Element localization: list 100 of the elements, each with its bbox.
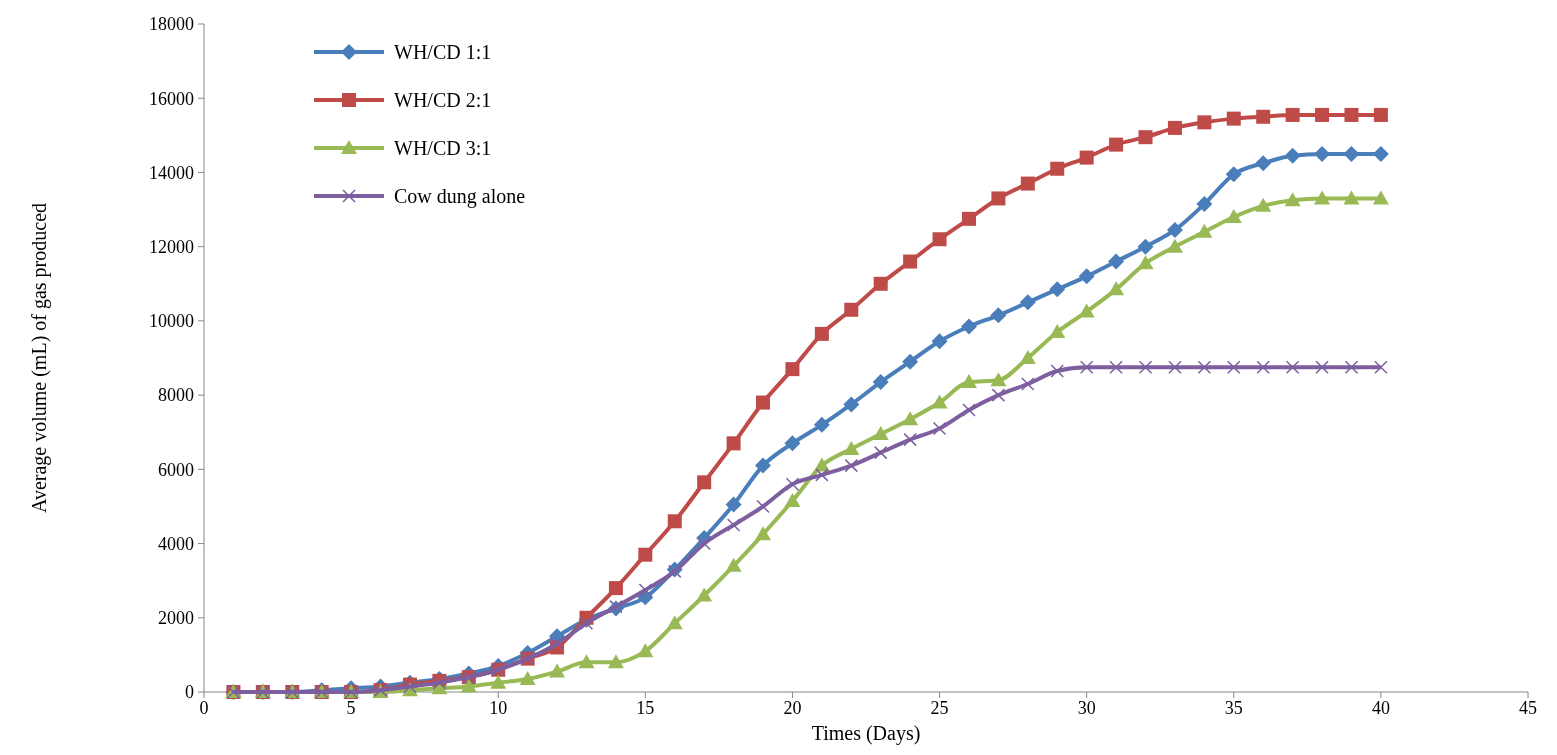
point — [873, 445, 888, 460]
point — [991, 191, 1006, 206]
point — [1138, 130, 1153, 145]
point — [1049, 324, 1066, 339]
y-axis-title: Average volume (mL) of gas produced — [28, 202, 51, 514]
point — [1372, 190, 1389, 205]
x-tick-label: 10 — [489, 698, 508, 718]
y-tick-label: 18000 — [149, 14, 194, 35]
point — [843, 440, 860, 455]
y-tick-label: 16000 — [149, 88, 194, 109]
point — [549, 663, 566, 678]
point — [990, 372, 1007, 387]
point — [1137, 255, 1154, 270]
x-tick-label: 40 — [1371, 698, 1390, 718]
point — [872, 374, 889, 391]
point — [638, 547, 653, 562]
point — [666, 615, 683, 630]
point — [1343, 145, 1360, 162]
point — [932, 232, 947, 247]
x-tick-label: 45 — [1519, 698, 1537, 718]
point — [1137, 238, 1154, 255]
x-tick-label: 35 — [1224, 698, 1243, 718]
point — [991, 388, 1006, 402]
x-axis-title: Times (Days) — [811, 722, 921, 745]
point — [932, 421, 947, 436]
legend-label: WH/CD 1:1 — [394, 41, 492, 63]
point — [1019, 294, 1036, 311]
point — [1108, 281, 1125, 296]
point — [960, 318, 977, 335]
legend-label: WH/CD 2:1 — [394, 89, 492, 111]
point — [726, 436, 741, 451]
point — [1078, 303, 1095, 318]
point — [872, 426, 889, 441]
point — [1256, 109, 1271, 124]
point — [1166, 221, 1183, 238]
point — [902, 353, 919, 370]
point — [902, 411, 919, 426]
point — [1021, 377, 1035, 391]
point — [1285, 360, 1300, 375]
point — [1373, 107, 1388, 122]
point — [755, 457, 772, 474]
point — [756, 499, 770, 514]
x-tick-label: 15 — [636, 698, 655, 718]
point — [1344, 360, 1359, 375]
point — [726, 518, 741, 532]
point — [784, 492, 801, 507]
point — [1344, 107, 1359, 122]
legend-label: WH/CD 3:1 — [394, 137, 492, 159]
point — [1374, 360, 1388, 375]
point — [637, 643, 654, 658]
point — [667, 514, 682, 529]
point — [1225, 208, 1242, 223]
point — [638, 583, 653, 597]
x-tick-label: 20 — [783, 698, 802, 718]
point — [607, 654, 624, 669]
y-tick-label: 14000 — [149, 162, 194, 183]
point — [990, 307, 1007, 324]
point — [1078, 268, 1095, 285]
point — [696, 587, 713, 602]
point — [1315, 107, 1330, 122]
point — [931, 333, 948, 350]
point — [725, 496, 742, 513]
y-tick-label: 8000 — [158, 385, 194, 406]
point — [1196, 195, 1213, 212]
point — [1315, 360, 1329, 375]
point — [1109, 360, 1123, 375]
point — [1343, 190, 1360, 205]
point — [1168, 360, 1182, 375]
point — [844, 302, 859, 317]
y-tick-label: 0 — [185, 682, 194, 703]
point — [1079, 150, 1094, 165]
point — [1166, 238, 1183, 253]
point — [960, 374, 977, 389]
point — [814, 326, 829, 341]
point — [755, 526, 772, 541]
point — [1225, 166, 1242, 183]
point — [1138, 360, 1153, 375]
point — [1197, 360, 1212, 375]
point — [843, 396, 860, 413]
y-tick-label: 12000 — [149, 236, 194, 257]
point — [756, 395, 771, 410]
point — [1020, 176, 1035, 191]
point — [784, 435, 801, 452]
point — [1285, 107, 1300, 122]
y-tick-label: 10000 — [149, 311, 194, 332]
point — [1284, 192, 1301, 207]
point — [1049, 281, 1066, 298]
point — [460, 678, 477, 693]
point — [697, 475, 712, 490]
point — [1196, 223, 1213, 238]
x-tick-label: 30 — [1077, 698, 1096, 718]
point — [1197, 115, 1212, 130]
point — [1050, 161, 1065, 176]
point — [1255, 155, 1272, 172]
point — [813, 416, 830, 433]
y-tick-label: 6000 — [158, 459, 194, 480]
point — [785, 477, 800, 491]
point — [1167, 120, 1182, 135]
point — [844, 458, 859, 473]
point — [490, 674, 507, 689]
